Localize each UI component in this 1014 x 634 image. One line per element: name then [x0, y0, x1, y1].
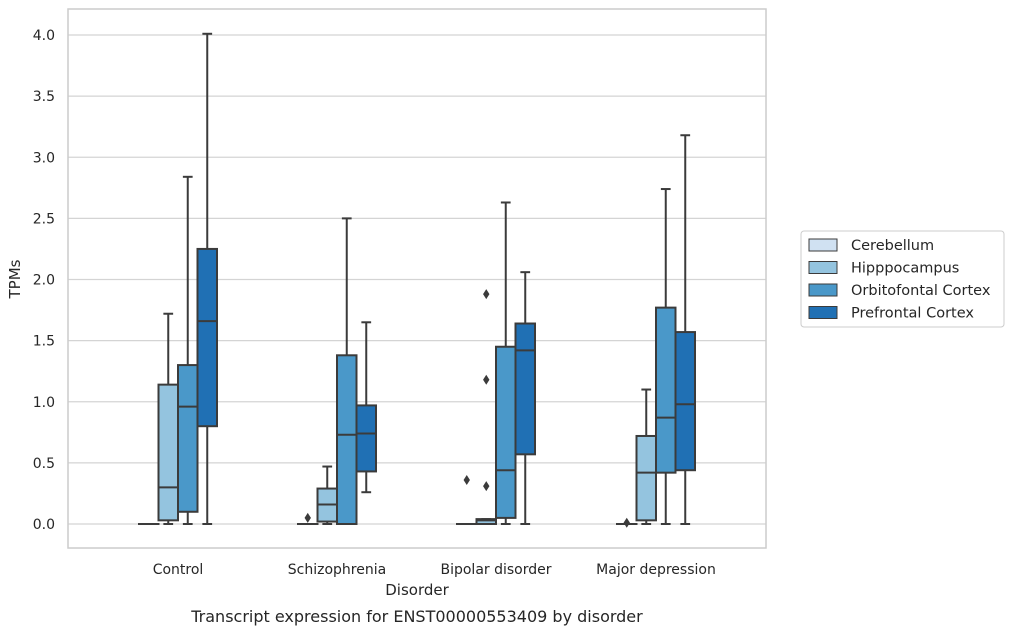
- box-group: [616, 517, 638, 528]
- y-tick-label: 3.0: [33, 150, 55, 166]
- x-axis-title: Disorder: [385, 581, 449, 599]
- y-tick-labels: 0.0 0.5 1.0 1.5 2.0 2.5 3.0 3.5 4.0: [33, 28, 55, 533]
- y-tick-label: 0.5: [33, 456, 55, 472]
- box-group: [336, 217, 358, 526]
- box: [177, 364, 199, 513]
- box-group: [177, 175, 199, 525]
- legend-label: Prefrontal Cortex: [851, 306, 974, 322]
- box-group: [475, 289, 497, 525]
- series-hipppocampus: [157, 289, 657, 525]
- box-group: [355, 321, 377, 494]
- y-tick-label: 4.0: [33, 28, 55, 44]
- box-series: [138, 32, 696, 528]
- box: [196, 247, 218, 428]
- legend-frame: [800, 230, 1005, 328]
- x-tick-label: Bipolar disorder: [440, 562, 551, 578]
- legend-swatch: [808, 306, 838, 319]
- outlier-marker: [483, 481, 490, 492]
- legend-label: Orbitofontal Cortex: [851, 283, 991, 299]
- y-axis-title: TPMs: [6, 259, 24, 299]
- x-tick-labels: Control Schizophrenia Bipolar disorder Majo…: [153, 562, 716, 578]
- x-tick-label: Schizophrenia: [288, 562, 386, 578]
- x-tick-label: Major depression: [596, 562, 716, 578]
- outlier-marker: [483, 289, 490, 300]
- box-group: [316, 465, 338, 525]
- box-group: [196, 32, 218, 525]
- box: [655, 306, 677, 474]
- outlier-marker: [304, 512, 311, 523]
- box-group: [514, 271, 536, 525]
- outlier-marker: [623, 517, 630, 528]
- series-cerebellum: [138, 474, 638, 528]
- legend-swatch: [808, 238, 838, 252]
- series-prefrontal-cortex: [196, 32, 696, 525]
- box: [336, 354, 358, 526]
- box-group: [655, 188, 677, 525]
- box: [674, 331, 696, 472]
- box-group: [635, 388, 657, 525]
- box: [355, 404, 377, 473]
- box: [514, 322, 536, 456]
- box-group: [157, 312, 179, 525]
- y-tick-label: 1.0: [33, 395, 55, 411]
- box-group: [495, 201, 517, 525]
- outlier-marker: [463, 474, 470, 485]
- legend-label: Hipppocampus: [851, 261, 959, 277]
- legend-swatch: [808, 261, 838, 274]
- box: [475, 518, 497, 525]
- x-tick-label: Control: [153, 562, 204, 578]
- y-tick-label: 1.5: [33, 334, 55, 350]
- chart-caption: Transcript expression for ENST0000055340…: [190, 607, 643, 626]
- box-group: [674, 134, 696, 525]
- box-group: [297, 512, 319, 526]
- box: [157, 383, 179, 522]
- outlier-marker: [483, 374, 490, 385]
- y-tick-label: 2.5: [33, 211, 55, 227]
- y-tick-label: 0.0: [33, 517, 55, 533]
- legend: Cerebellum Hipppocampus Orbitofontal Corte…: [800, 230, 1005, 328]
- series-orbitofontal-cortex: [177, 175, 677, 526]
- box-group: [456, 474, 478, 526]
- y-tick-label: 2.0: [33, 273, 55, 289]
- legend-swatch: [808, 283, 838, 297]
- box: [635, 434, 657, 522]
- legend-label: Cerebellum: [851, 238, 934, 254]
- plot-frame: [67, 8, 767, 549]
- y-tick-label: 3.5: [33, 89, 55, 105]
- box: [495, 345, 517, 519]
